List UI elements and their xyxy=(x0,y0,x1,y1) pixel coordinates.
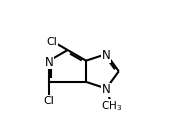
Text: N: N xyxy=(102,49,111,62)
Text: Cl: Cl xyxy=(44,96,55,106)
Text: Cl: Cl xyxy=(47,37,57,47)
Text: CH$_3$: CH$_3$ xyxy=(101,99,122,113)
Text: N: N xyxy=(102,83,111,96)
Text: N: N xyxy=(45,56,54,69)
